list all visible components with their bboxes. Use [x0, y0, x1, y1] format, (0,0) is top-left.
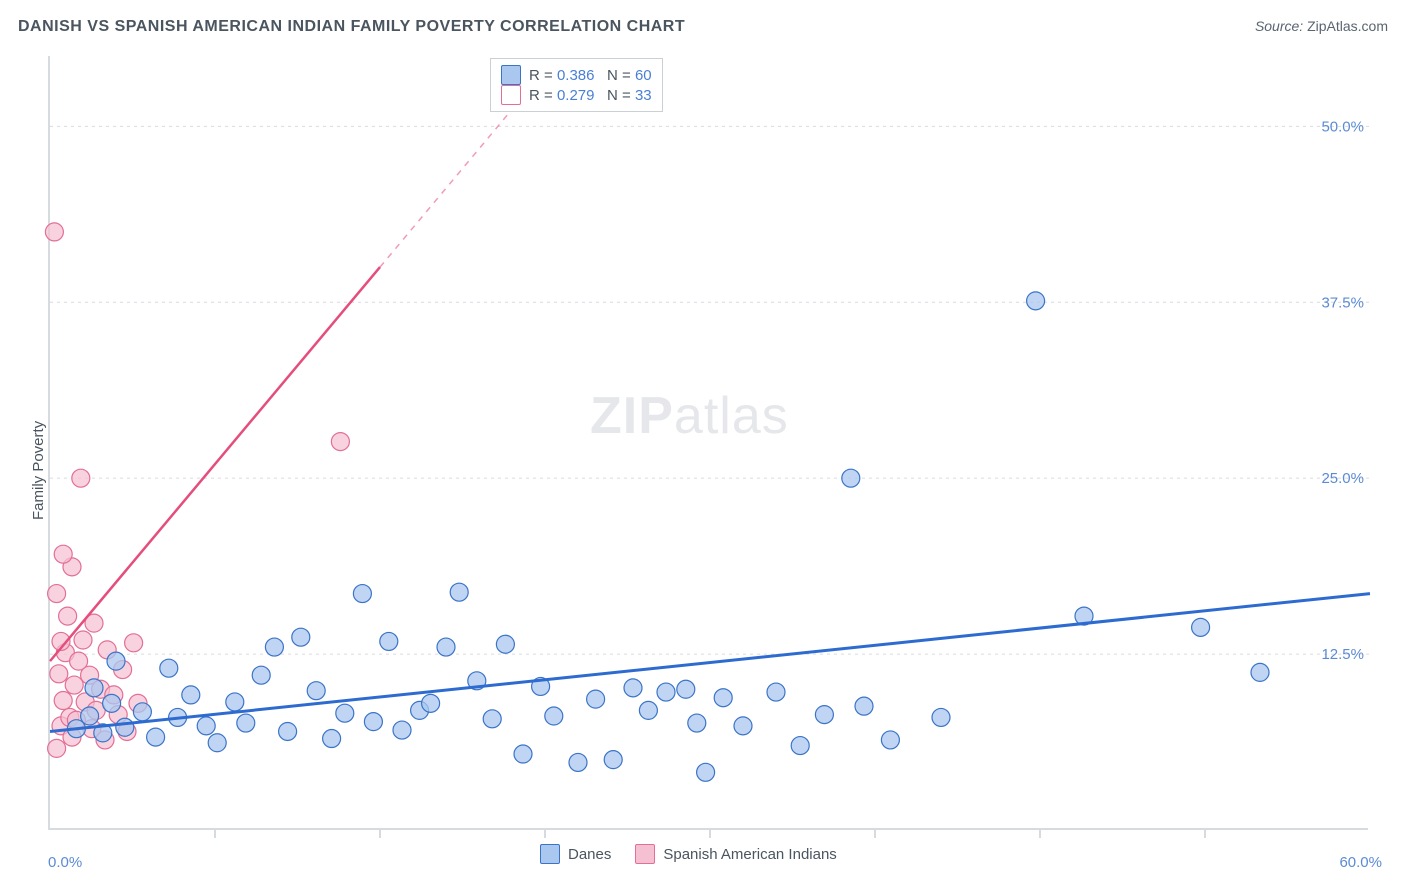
source-name: ZipAtlas.com: [1307, 18, 1388, 34]
legend-swatch: [501, 65, 521, 85]
blue-point: [714, 689, 732, 707]
blue-point: [1027, 292, 1045, 310]
blue-point: [881, 731, 899, 749]
source-label: Source:: [1255, 18, 1303, 34]
legend-series: Danes Spanish American Indians: [540, 844, 837, 864]
pink-point: [65, 676, 83, 694]
y-tick-label: 25.0%: [1321, 470, 1364, 487]
blue-point: [545, 707, 563, 725]
pink-point: [50, 665, 68, 683]
blue-point: [688, 714, 706, 732]
blue-point: [208, 734, 226, 752]
legend-series-item: Danes: [540, 844, 611, 864]
blue-point: [265, 638, 283, 656]
blue-point: [496, 635, 514, 653]
blue-point: [197, 717, 215, 735]
blue-point: [323, 730, 341, 748]
pink-trendline: [50, 267, 380, 661]
blue-point: [393, 721, 411, 739]
legend-series-label: Spanish American Indians: [663, 846, 836, 863]
legend-stats: R = 0.386 N = 60 R = 0.279 N = 33: [490, 58, 663, 112]
pink-point: [48, 739, 66, 757]
blue-point: [624, 679, 642, 697]
y-tick-label: 37.5%: [1321, 294, 1364, 311]
legend-swatch: [540, 844, 560, 864]
chart-title: DANISH VS SPANISH AMERICAN INDIAN FAMILY…: [18, 18, 685, 36]
y-axis-label: Family Poverty: [30, 421, 47, 520]
blue-point: [237, 714, 255, 732]
blue-point: [587, 690, 605, 708]
blue-point: [292, 628, 310, 646]
legend-series-label: Danes: [568, 846, 611, 863]
blue-point: [252, 666, 270, 684]
pink-point: [54, 545, 72, 563]
blue-point: [85, 679, 103, 697]
blue-point: [147, 728, 165, 746]
blue-point: [677, 680, 695, 698]
blue-point: [336, 704, 354, 722]
blue-point: [1251, 663, 1269, 681]
blue-point: [450, 583, 468, 601]
pink-point: [331, 433, 349, 451]
legend-stats-row: R = 0.279 N = 33: [501, 85, 652, 105]
legend-swatch: [501, 85, 521, 105]
blue-point: [437, 638, 455, 656]
plot-area: 12.5%25.0%37.5%50.0% ZIPatlas: [48, 56, 1368, 830]
blue-point: [569, 753, 587, 771]
blue-trendline: [50, 594, 1370, 732]
blue-point: [483, 710, 501, 728]
chart-svg: 12.5% 25.0% 37.5% 50.0%: [50, 56, 1370, 830]
blue-point: [639, 701, 657, 719]
pink-point: [72, 469, 90, 487]
x-axis-min-label: 0.0%: [48, 854, 82, 871]
blue-point: [657, 683, 675, 701]
pink-point: [48, 585, 66, 603]
blue-point: [514, 745, 532, 763]
pink-point: [74, 631, 92, 649]
blue-point: [116, 718, 134, 736]
pink-point: [59, 607, 77, 625]
legend-stats-row: R = 0.386 N = 60: [501, 65, 652, 85]
blue-point: [307, 682, 325, 700]
blue-point: [160, 659, 178, 677]
legend-swatch: [635, 844, 655, 864]
blue-point: [697, 763, 715, 781]
pink-point: [54, 692, 72, 710]
pink-point: [45, 223, 63, 241]
blue-point: [791, 737, 809, 755]
blue-point: [133, 703, 151, 721]
blue-point: [226, 693, 244, 711]
blue-point: [842, 469, 860, 487]
y-tick-label: 12.5%: [1321, 646, 1364, 663]
blue-point: [364, 713, 382, 731]
blue-point: [81, 707, 99, 725]
blue-point: [380, 632, 398, 650]
blue-point: [103, 694, 121, 712]
x-axis-max-label: 60.0%: [1339, 854, 1382, 871]
blue-point: [1192, 618, 1210, 636]
blue-point: [353, 585, 371, 603]
chart-container: { "title": "DANISH VS SPANISH AMERICAN I…: [0, 0, 1406, 892]
blue-point: [855, 697, 873, 715]
source-attribution: Source: ZipAtlas.com: [1255, 18, 1388, 34]
blue-point: [279, 722, 297, 740]
y-tick-label: 50.0%: [1321, 118, 1364, 135]
blue-point: [182, 686, 200, 704]
blue-point: [815, 706, 833, 724]
blue-point: [604, 751, 622, 769]
blue-point: [767, 683, 785, 701]
pink-point: [125, 634, 143, 652]
blue-point: [734, 717, 752, 735]
legend-series-item: Spanish American Indians: [635, 844, 836, 864]
blue-point: [422, 694, 440, 712]
legend-stats-text: R = 0.386 N = 60: [529, 67, 652, 84]
blue-point: [932, 708, 950, 726]
blue-point: [107, 652, 125, 670]
legend-stats-text: R = 0.279 N = 33: [529, 87, 652, 104]
